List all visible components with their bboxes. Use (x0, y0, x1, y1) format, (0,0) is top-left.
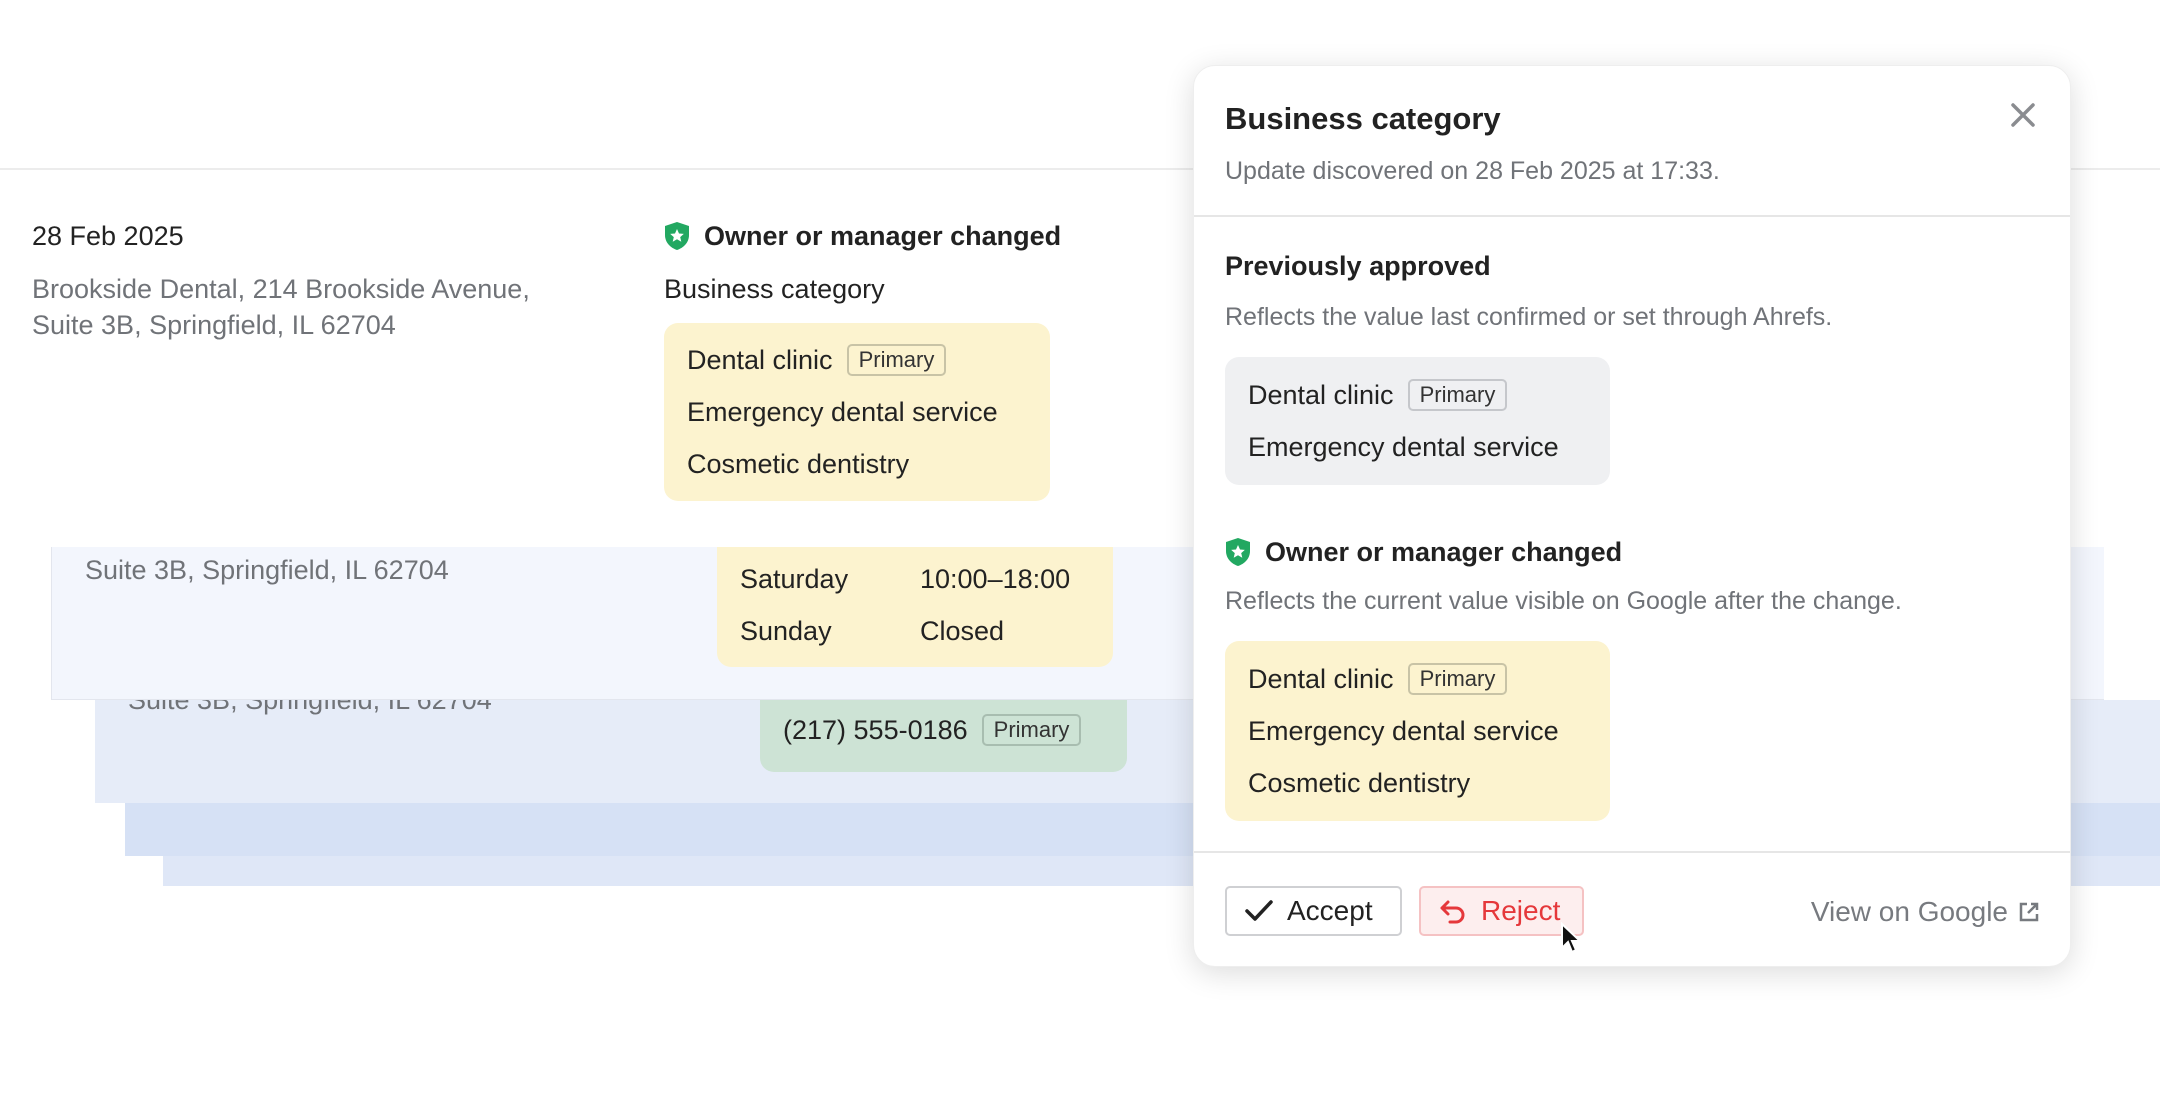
reject-button[interactable]: Reject (1419, 886, 1584, 936)
close-icon (2011, 103, 2035, 127)
category-item: Emergency dental service (1248, 432, 1559, 462)
day-label: Sunday (740, 616, 832, 646)
primary-badge: Primary (1407, 379, 1508, 411)
address-line1: Brookside Dental, 214 Brookside Avenue, (32, 274, 530, 304)
change-date: 28 Feb 2025 (32, 221, 184, 251)
field-name: Business category (664, 274, 885, 304)
previous-values: Dental clinic Primary Emergency dental se… (1225, 357, 1610, 485)
change-details-popover: Business category Update discovered on 2… (1193, 65, 2071, 967)
view-on-google-label: View on Google (1810, 896, 2008, 927)
accept-button[interactable]: Accept (1225, 886, 1402, 936)
divider (1194, 851, 2070, 853)
verified-shield-icon (1226, 538, 1250, 566)
category-item: Cosmetic dentistry (687, 449, 910, 479)
primary-badge: Primary (981, 714, 1082, 746)
category-item: Emergency dental service (687, 397, 998, 427)
previous-heading: Previously approved (1225, 251, 1491, 281)
undo-arrow-icon (1440, 900, 1465, 924)
mouse-cursor-icon (1561, 922, 1582, 954)
current-heading-text: Owner or manager changed (1265, 537, 1623, 567)
category-item: Dental clinic (1248, 380, 1394, 410)
previous-description: Reflects the value last confirmed or set… (1225, 303, 1833, 331)
checkmark-icon (1245, 900, 1273, 921)
category-item: Cosmetic dentistry (1248, 768, 1471, 798)
popover-title: Business category (1225, 101, 1501, 136)
status-text: Owner or manager changed (704, 221, 1062, 251)
phone-value: (217) 555-0186 Primary (760, 700, 1127, 772)
hours-time: Closed (920, 616, 1005, 646)
verified-shield-icon (665, 222, 689, 250)
address-line2: Suite 3B, Springfield, IL 62704 (32, 310, 396, 340)
primary-badge: Primary (846, 344, 947, 376)
day-label: Saturday (740, 564, 849, 594)
divider (1194, 215, 2070, 217)
external-link-icon (2019, 902, 2039, 922)
category-item: Dental clinic (1248, 664, 1394, 694)
reject-label: Reject (1481, 895, 1561, 926)
category-item: Emergency dental service (1248, 716, 1559, 746)
accept-label: Accept (1287, 895, 1373, 926)
current-description: Reflects the current value visible on Go… (1225, 587, 1902, 615)
hours-value: Saturday 10:00–18:00 Sunday Closed (717, 547, 1113, 667)
category-values: Dental clinic Primary Emergency dental se… (664, 323, 1050, 501)
current-heading: Owner or manager changed (1225, 534, 1622, 570)
address-text: Suite 3B, Springfield, IL 62704 (128, 700, 492, 715)
status-header: Owner or manager changed (664, 218, 1061, 254)
popover-subtitle: Update discovered on 28 Feb 2025 at 17:3… (1225, 157, 1720, 185)
hours-time: 10:00–18:00 (920, 564, 1071, 594)
category-item: Dental clinic (687, 345, 833, 375)
address-text: Suite 3B, Springfield, IL 62704 (85, 555, 449, 585)
view-on-google-link[interactable]: View on Google (1811, 894, 2040, 930)
current-values: Dental clinic Primary Emergency dental se… (1225, 641, 1610, 821)
primary-badge: Primary (1407, 663, 1508, 695)
phone-number: (217) 555-0186 (783, 715, 968, 745)
close-button[interactable] (2006, 98, 2040, 132)
